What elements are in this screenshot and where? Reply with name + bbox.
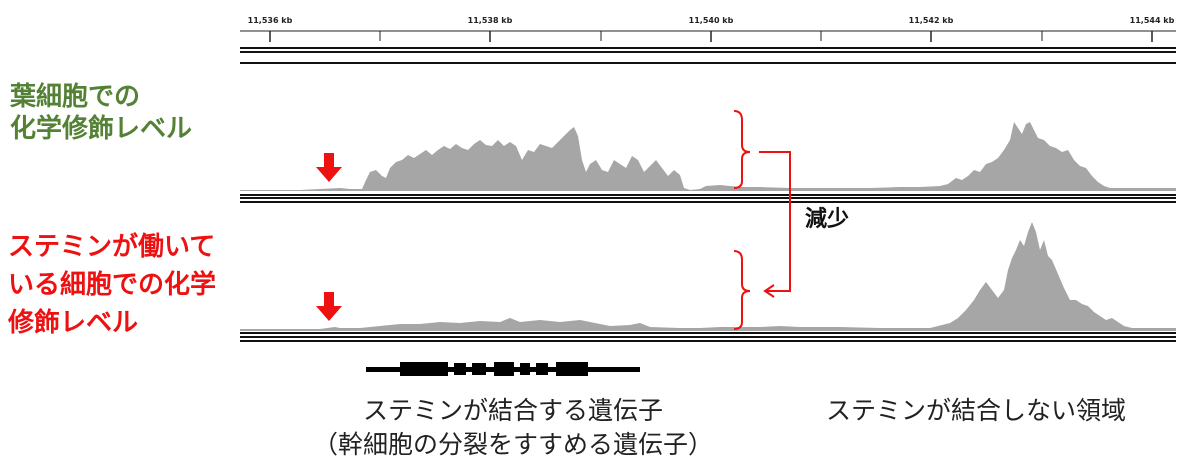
track-label-leaf: 葉細胞での 化学修飾レベル xyxy=(10,81,192,145)
decrease-label: 減少 xyxy=(805,207,849,232)
axis-tick-label: 11,542 kb xyxy=(909,16,954,25)
genome-axis: 11,536 kb 11,538 kb 11,540 kb 11,542 kb … xyxy=(240,16,1176,53)
axis-tick-label: 11,540 kb xyxy=(689,16,734,25)
axis-tick-label: 11,544 kb xyxy=(1130,16,1175,25)
axis-tick-label: 11,536 kb xyxy=(248,16,293,25)
connector-arrow-icon xyxy=(759,151,791,292)
gene-label: ステミンが結合する遺伝子 （幹細胞の分裂をすすめる遺伝子） xyxy=(278,394,748,461)
bracket-icon xyxy=(733,110,751,189)
track-label-stemin-line-1: ステミンが働いて xyxy=(8,232,216,262)
track-label-leaf-line-2: 化学修飾レベル xyxy=(10,114,193,144)
down-arrow-icon xyxy=(316,292,342,321)
track-label-leaf-line-1: 葉細胞での xyxy=(10,82,141,112)
gene-label-line-1: ステミンが結合する遺伝子 xyxy=(362,396,663,425)
connector-arrow-head xyxy=(763,284,775,298)
axis-tick-label: 11,538 kb xyxy=(468,16,513,25)
non-binding-region-label: ステミンが結合しない領域 xyxy=(826,396,1127,425)
signal-track-leaf xyxy=(240,122,1176,191)
signal-track-stemin xyxy=(240,222,1176,331)
track-label-stemin-line-2: いる細胞での化学 xyxy=(8,270,217,300)
gene-label-line-2: （幹細胞の分裂をすすめる遺伝子） xyxy=(312,430,713,459)
track-label-stemin-line-3: 修飾レベル xyxy=(8,308,139,338)
down-arrow-icon xyxy=(316,153,342,182)
bracket-icon xyxy=(733,250,751,330)
track-label-stemin: ステミンが働いて いる細胞での化学 修飾レベル xyxy=(8,228,216,342)
track-separators xyxy=(240,62,1176,342)
gene-model-icon xyxy=(366,362,640,376)
